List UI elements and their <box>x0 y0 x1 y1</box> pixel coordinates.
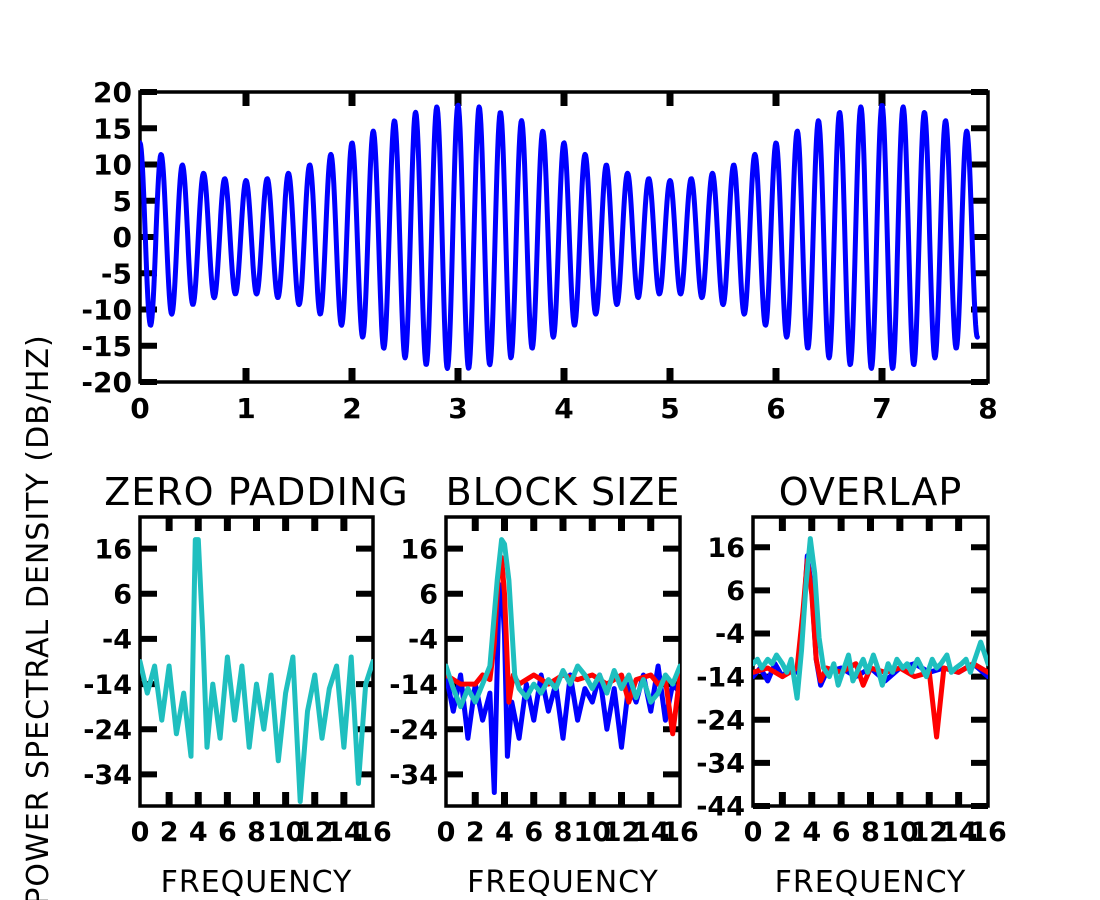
overlap-title: OVERLAP <box>779 470 963 514</box>
overlap-x-tick-label: 8 <box>861 817 880 848</box>
overlap-x-tick-label: 4 <box>802 817 821 848</box>
overlap-y-tick-label: 6 <box>726 576 745 607</box>
block-size-series-teal <box>446 537 680 710</box>
overlap-x-tick-label: 6 <box>832 817 851 848</box>
zero-padding-y-tick-label: 6 <box>113 579 132 610</box>
signal-x-tick-label: 4 <box>554 392 573 425</box>
block-size-x-tick-label: 8 <box>554 817 573 848</box>
block-size-y-tick-label: -24 <box>389 715 438 746</box>
signal-y-tick-label: 5 <box>113 185 132 218</box>
block-size-x-axis-label: FREQUENCY <box>467 865 659 900</box>
block-size-y-tick-label: -14 <box>389 670 438 701</box>
overlap-y-tick-label: 16 <box>707 533 745 564</box>
overlap-y-tick-label: -14 <box>696 662 745 693</box>
zero-padding-x-tick-label: 6 <box>218 817 237 848</box>
signal-x-tick-label: 1 <box>236 392 255 425</box>
series-layer <box>140 102 988 804</box>
block-size-x-tick-label: 4 <box>495 817 514 848</box>
zero-padding-x-tick-label: 2 <box>160 817 179 848</box>
signal-x-tick-label: 6 <box>766 392 785 425</box>
overlap-y-tick-label: -44 <box>696 792 745 823</box>
block-size-y-tick-label: 16 <box>400 534 438 565</box>
zero-padding-x-tick-label: 10 <box>267 817 305 848</box>
signal-y-tick-label: 15 <box>93 112 132 145</box>
zero-padding-y-tick-label: -4 <box>102 625 132 656</box>
overlap-x-tick-label: 2 <box>773 817 792 848</box>
block-size-x-tick-label: 12 <box>603 817 641 848</box>
block-size-y-tick-label: -4 <box>408 625 438 656</box>
block-size-y-tick-label: -34 <box>389 760 438 791</box>
zero-padding-series-teal <box>140 537 373 804</box>
block-size-x-tick-label: 10 <box>573 817 611 848</box>
signal-x-tick-label: 0 <box>130 392 149 425</box>
signal-y-tick-label: 20 <box>93 76 132 109</box>
signal-y-tick-label: -20 <box>81 366 132 399</box>
block-size-y-tick-label: 6 <box>419 579 438 610</box>
signal-series-blue <box>140 102 980 371</box>
block-size-frame <box>444 515 682 808</box>
zero-padding-y-tick-label: -24 <box>83 715 132 746</box>
zero-padding-x-tick-label: 14 <box>325 817 363 848</box>
overlap-x-tick-label: 12 <box>910 817 948 848</box>
block-size-x-tick-label: 14 <box>632 817 670 848</box>
overlap-series-teal <box>753 536 988 701</box>
zero-padding-x-tick-label: 4 <box>189 817 208 848</box>
overlap-y-tick-label: -24 <box>696 705 745 736</box>
overlap-x-tick-label: 16 <box>969 817 1007 848</box>
zero-padding-x-tick-label: 8 <box>247 817 266 848</box>
block-size-x-tick-label: 6 <box>524 817 543 848</box>
overlap-x-tick-label: 10 <box>881 817 919 848</box>
text-layer: POWER SPECTRAL DENSITY (DB/HZ) 20151050-… <box>21 76 1007 900</box>
zero-padding-y-tick-label: -34 <box>83 760 132 791</box>
signal-x-tick-label: 3 <box>448 392 467 425</box>
zero-padding-title: ZERO PADDING <box>104 470 409 514</box>
zero-padding-x-axis-label: FREQUENCY <box>161 865 353 900</box>
zero-padding-x-tick-label: 0 <box>131 817 150 848</box>
overlap-x-axis-label: FREQUENCY <box>775 865 967 900</box>
signal-y-tick-label: -15 <box>81 330 132 363</box>
overlap-series-red <box>753 557 988 740</box>
block-size-x-tick-label: 0 <box>437 817 456 848</box>
signal-x-tick-label: 7 <box>872 392 891 425</box>
overlap-x-tick-label: 0 <box>744 817 763 848</box>
overlap-x-tick-label: 14 <box>940 817 978 848</box>
block-size-x-tick-label: 16 <box>661 817 699 848</box>
block-size-x-tick-label: 2 <box>466 817 485 848</box>
overlap-y-tick-label: -4 <box>715 619 745 650</box>
block-size-title: BLOCK SIZE <box>446 470 681 514</box>
zero-padding-x-tick-label: 16 <box>354 817 392 848</box>
signal-y-tick-label: 10 <box>93 149 132 182</box>
signal-y-tick-label: 0 <box>113 221 132 254</box>
signal-x-tick-label: 8 <box>978 392 997 425</box>
zero-padding-x-tick-label: 12 <box>296 817 334 848</box>
signal-y-tick-label: -10 <box>81 294 132 327</box>
y-axis-label: POWER SPECTRAL DENSITY (DB/HZ) <box>21 334 56 900</box>
zero-padding-y-tick-label: 16 <box>94 534 132 565</box>
overlap-y-tick-label: -34 <box>696 749 745 780</box>
signal-x-tick-label: 5 <box>660 392 679 425</box>
signal-y-tick-label: -5 <box>101 257 132 290</box>
zero-padding-frame <box>138 515 375 808</box>
block-size-series-red <box>446 555 680 737</box>
signal-x-tick-label: 2 <box>342 392 361 425</box>
zero-padding-y-tick-label: -14 <box>83 670 132 701</box>
